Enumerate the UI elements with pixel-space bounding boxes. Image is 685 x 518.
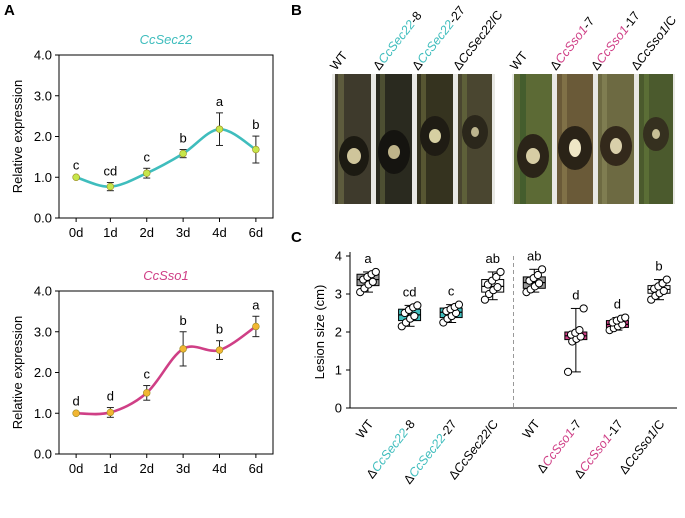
sec22-chart-data-point xyxy=(72,173,80,181)
photo-label: WT xyxy=(327,49,350,73)
lesion-ytick-label: 4 xyxy=(335,249,342,264)
sso1-chart-plot-frame xyxy=(58,290,274,455)
box-data-point xyxy=(371,267,380,277)
sso1-chart-significance-letter: d xyxy=(107,389,114,404)
sso1-chart-significance-letter: b xyxy=(180,313,187,328)
sso1-chart-significance-letter: b xyxy=(216,322,223,337)
lesion-ytick-label: 1 xyxy=(335,363,342,378)
sec22-chart-significance-letter: a xyxy=(216,94,224,109)
sec22-chart-ytick-label: 4.0 xyxy=(34,48,52,63)
box-data-point xyxy=(659,286,668,296)
box-data-point xyxy=(537,265,547,274)
sso1-chart-data-point xyxy=(215,346,224,354)
sec22-chart-ytick-label: 3.0 xyxy=(34,88,52,103)
lesion-xtick-label: WT xyxy=(520,417,543,441)
box-data-point xyxy=(563,367,573,376)
lesion-xtick-label: WT xyxy=(353,417,376,441)
sec22-chart-plot-frame xyxy=(58,54,274,219)
lesion-ytick-label: 0 xyxy=(335,401,342,416)
sso1-chart-xtick-label: 3d xyxy=(176,461,190,476)
sec22-chart-data-point xyxy=(215,125,224,133)
sso1-chart-significance-letter: a xyxy=(252,297,260,312)
box-data-point xyxy=(454,300,464,309)
sec22-chart-xtick-label: 4d xyxy=(212,225,226,240)
box-data-point xyxy=(575,326,584,335)
sso1-chart-significance-letter: d xyxy=(73,393,80,408)
sso1-chart-data-point xyxy=(143,389,151,397)
sec22-chart-ytick-label: 0.0 xyxy=(34,211,52,226)
box-data-point xyxy=(579,304,588,313)
sso1-chart-series-line xyxy=(76,325,257,416)
sec22-chart-title: CcSec22 xyxy=(140,32,194,47)
panel-letter-b: B xyxy=(291,2,302,19)
lesion-significance-letter: a xyxy=(364,251,372,266)
sec22-chart-xtick-label: 2d xyxy=(140,225,154,240)
sso1-chart-ytick-label: 3.0 xyxy=(34,324,52,339)
sso1-chart-xtick-label: 2d xyxy=(140,461,154,476)
sso1-chart-data-point xyxy=(106,408,115,417)
box-data-point xyxy=(480,295,490,304)
lesion-significance-letter: ab xyxy=(485,251,499,266)
sso1-chart-ytick-label: 2.0 xyxy=(34,365,52,380)
lesion-ytick-label: 2 xyxy=(335,325,342,340)
sso1-chart-xtick-label: 4d xyxy=(212,461,226,476)
sso1-chart-data-point xyxy=(72,409,80,417)
sec22-chart-ylabel: Relative expression xyxy=(10,80,25,193)
box-data-point xyxy=(534,279,544,288)
sec22-chart-ytick-label: 2.0 xyxy=(34,129,52,144)
box-data-point xyxy=(533,270,542,280)
lesion-photo-sso1 xyxy=(512,74,675,204)
lesion-ytick-label: 3 xyxy=(335,287,342,302)
box-data-point xyxy=(413,301,422,310)
lesion-significance-letter: c xyxy=(448,284,455,299)
sso1-chart-ytick-label: 0.0 xyxy=(34,447,52,462)
sec22-chart-ytick-label: 1.0 xyxy=(34,170,52,185)
photo-label: WT xyxy=(507,49,530,73)
sec22-chart-significance-letter: b xyxy=(180,131,187,146)
lesion-significance-letter: cd xyxy=(403,284,417,299)
sso1-chart-data-point xyxy=(179,345,187,353)
sec22-chart-xtick-label: 3d xyxy=(176,225,190,240)
lesion-ylabel: Lesion size (cm) xyxy=(312,285,327,380)
box-data-point xyxy=(410,311,419,321)
sso1-chart-xtick-label: 0d xyxy=(69,461,83,476)
lesion-significance-letter: d xyxy=(572,287,579,302)
sec22-chart-xtick-label: 0d xyxy=(69,225,83,240)
sec22-chart-xtick-label: 1d xyxy=(103,225,117,240)
sec22-chart-significance-letter: b xyxy=(252,117,259,132)
box-data-point xyxy=(621,313,630,322)
sec22-chart-data-point xyxy=(106,182,115,191)
lesion-significance-letter: d xyxy=(614,297,621,312)
sso1-chart-xtick-label: 6d xyxy=(249,461,263,476)
sec22-chart-significance-letter: cd xyxy=(103,164,117,179)
sso1-chart-xtick-label: 1d xyxy=(103,461,117,476)
box-data-point xyxy=(662,275,671,284)
box-data-point xyxy=(368,277,377,286)
box-data-point xyxy=(493,283,502,292)
lesion-photo-sec22 xyxy=(332,74,495,204)
sec22-chart-xtick-label: 6d xyxy=(249,225,263,240)
sso1-chart-ytick-label: 1.0 xyxy=(34,406,52,421)
sso1-chart-significance-letter: c xyxy=(143,367,150,382)
sso1-chart-data-point xyxy=(252,322,260,331)
lesion-significance-letter: ab xyxy=(527,248,541,263)
panel-letter-c: C xyxy=(291,229,302,246)
sec22-chart-significance-letter: c xyxy=(73,157,80,172)
sec22-chart-data-point xyxy=(143,169,151,177)
sso1-chart-ytick-label: 4.0 xyxy=(34,284,52,299)
sso1-chart-ylabel: Relative expression xyxy=(10,316,25,429)
lesion-significance-letter: b xyxy=(655,259,662,274)
sso1-chart-title: CcSso1 xyxy=(143,268,189,283)
box-data-point xyxy=(496,267,505,277)
panel-letter-a: A xyxy=(4,2,15,19)
sec22-chart-data-point xyxy=(179,149,187,158)
sec22-chart-significance-letter: c xyxy=(143,149,150,164)
sec22-chart-data-point xyxy=(252,145,260,154)
